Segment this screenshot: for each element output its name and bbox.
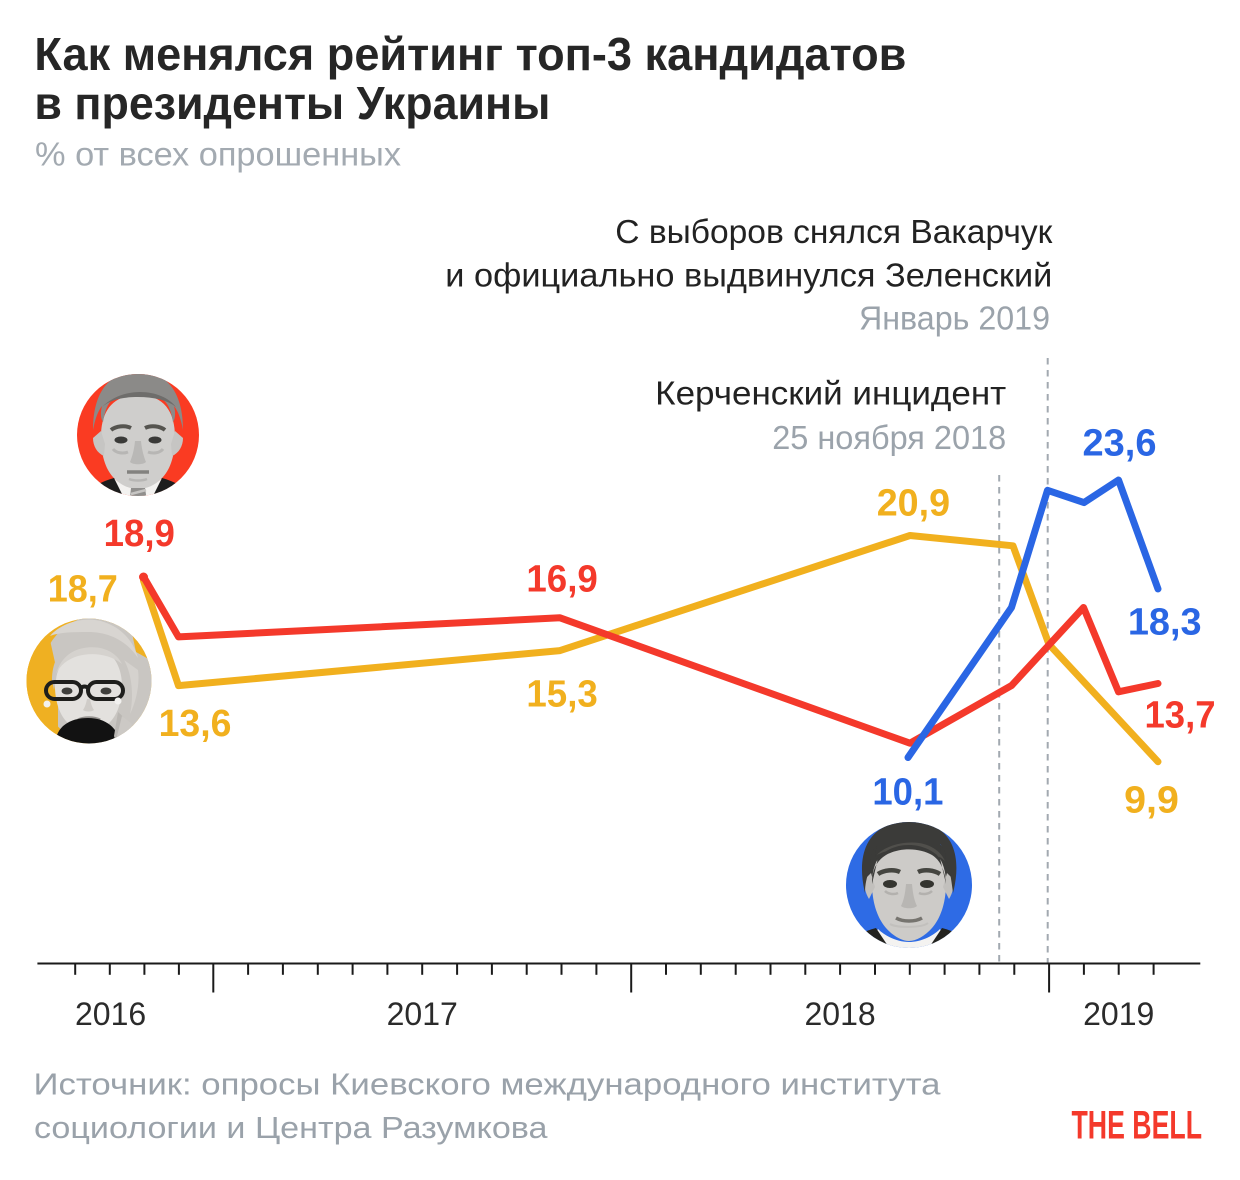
svg-text:2017: 2017 [387, 996, 458, 1032]
svg-text:Как менялся рейтинг топ-3 канд: Как менялся рейтинг топ-3 кандидатов [34, 28, 906, 80]
svg-text:10,1: 10,1 [872, 771, 943, 813]
svg-text:THE BELL: THE BELL [1072, 1103, 1203, 1147]
svg-text:13,7: 13,7 [1144, 694, 1215, 736]
svg-text:Источник: опросы Киевского меж: Источник: опросы Киевского международног… [34, 1068, 941, 1102]
svg-text:13,6: 13,6 [159, 703, 232, 745]
svg-text:18,7: 18,7 [48, 569, 118, 611]
svg-text:18,3: 18,3 [1128, 602, 1202, 644]
svg-text:23,6: 23,6 [1083, 423, 1157, 465]
svg-text:25 ноября 2018: 25 ноября 2018 [772, 419, 1006, 456]
svg-text:Керченский инцидент: Керченский инцидент [655, 375, 1006, 412]
svg-text:Январь 2019: Январь 2019 [859, 300, 1050, 337]
svg-text:9,9: 9,9 [1124, 780, 1179, 822]
svg-text:социологии и Центра Разумкова: социологии и Центра Разумкова [34, 1111, 548, 1145]
svg-text:2016: 2016 [75, 996, 146, 1032]
svg-text:18,9: 18,9 [104, 513, 175, 555]
svg-text:и официально выдвинулся Зеленс: и официально выдвинулся Зеленский [445, 256, 1052, 293]
svg-text:15,3: 15,3 [526, 673, 597, 715]
svg-text:в президенты Украины: в президенты Украины [34, 77, 550, 129]
svg-text:16,9: 16,9 [526, 559, 597, 601]
svg-text:20,9: 20,9 [877, 483, 950, 525]
svg-text:% от всех опрошенных: % от всех опрошенных [35, 136, 402, 173]
svg-text:С выборов снялся Вакарчук: С выборов снялся Вакарчук [615, 213, 1053, 250]
svg-text:2019: 2019 [1083, 996, 1154, 1032]
svg-text:2018: 2018 [805, 996, 876, 1032]
